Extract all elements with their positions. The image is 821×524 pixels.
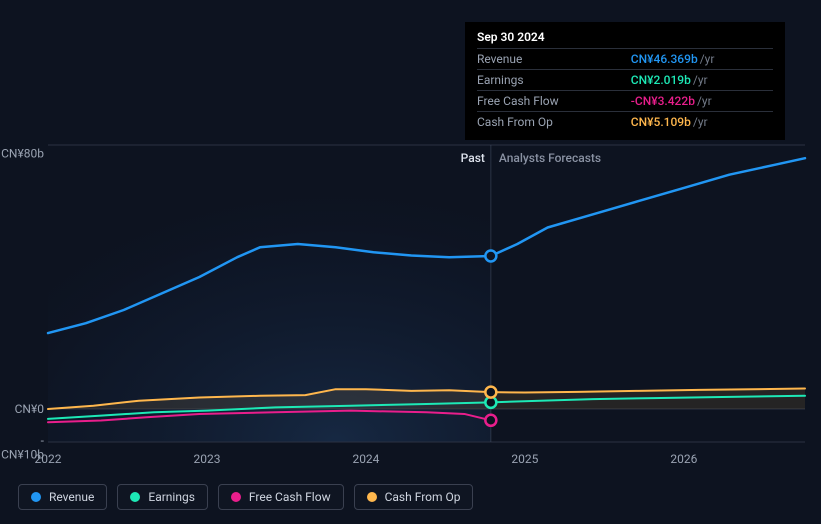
legend-swatch-icon <box>130 492 140 502</box>
x-tick-label: 2025 <box>511 452 538 466</box>
line-revenue-forecast <box>491 158 805 256</box>
legend-swatch-icon <box>31 492 41 502</box>
x-tick-label: 2024 <box>352 452 379 466</box>
marker-fcf <box>485 415 496 426</box>
legend-label: Revenue <box>49 490 94 504</box>
tooltip-row: Free Cash Flow-CN¥3.422b/yr <box>477 91 773 112</box>
legend-swatch-icon <box>231 492 241 502</box>
tooltip: Sep 30 2024 RevenueCN¥46.369b/yrEarnings… <box>465 22 785 140</box>
legend-label: Cash From Op <box>385 490 461 504</box>
legend-item-cfo[interactable]: Cash From Op <box>354 484 474 510</box>
forecast-label: Analysts Forecasts <box>499 151 601 165</box>
chart-container: CN¥80bCN¥0-CN¥10b 20222023202420252026 P… <box>0 0 821 524</box>
y-tick-label: CN¥0 <box>0 402 44 416</box>
legend: Revenue Earnings Free Cash Flow Cash From O… <box>18 484 473 510</box>
tooltip-row-value: CN¥2.019b/yr <box>601 70 773 91</box>
past-label: Past <box>461 151 485 165</box>
tooltip-row-label: Free Cash Flow <box>477 91 601 112</box>
legend-label: Earnings <box>148 490 195 504</box>
x-tick-label: 2023 <box>193 452 220 466</box>
tooltip-date: Sep 30 2024 <box>477 30 773 44</box>
legend-label: Free Cash Flow <box>249 490 331 504</box>
x-tick-label: 2026 <box>670 452 697 466</box>
tooltip-row: EarningsCN¥2.019b/yr <box>477 70 773 91</box>
tooltip-row: Cash From OpCN¥5.109b/yr <box>477 112 773 133</box>
tooltip-row-label: Earnings <box>477 70 601 91</box>
tooltip-row-value: -CN¥3.422b/yr <box>601 91 773 112</box>
tooltip-row: RevenueCN¥46.369b/yr <box>477 49 773 70</box>
legend-item-earnings[interactable]: Earnings <box>117 484 208 510</box>
legend-item-fcf[interactable]: Free Cash Flow <box>218 484 344 510</box>
tooltip-row-label: Cash From Op <box>477 112 601 133</box>
marker-revenue <box>485 250 496 261</box>
marker-cfo <box>485 387 496 398</box>
legend-item-revenue[interactable]: Revenue <box>18 484 107 510</box>
legend-swatch-icon <box>367 492 377 502</box>
tooltip-row-label: Revenue <box>477 49 601 70</box>
tooltip-row-value: CN¥46.369b/yr <box>601 49 773 70</box>
x-tick-label: 2022 <box>35 452 62 466</box>
tooltip-row-value: CN¥5.109b/yr <box>601 112 773 133</box>
y-tick-label: CN¥80b <box>0 146 44 160</box>
tooltip-table: RevenueCN¥46.369b/yrEarningsCN¥2.019b/yr… <box>477 48 773 132</box>
